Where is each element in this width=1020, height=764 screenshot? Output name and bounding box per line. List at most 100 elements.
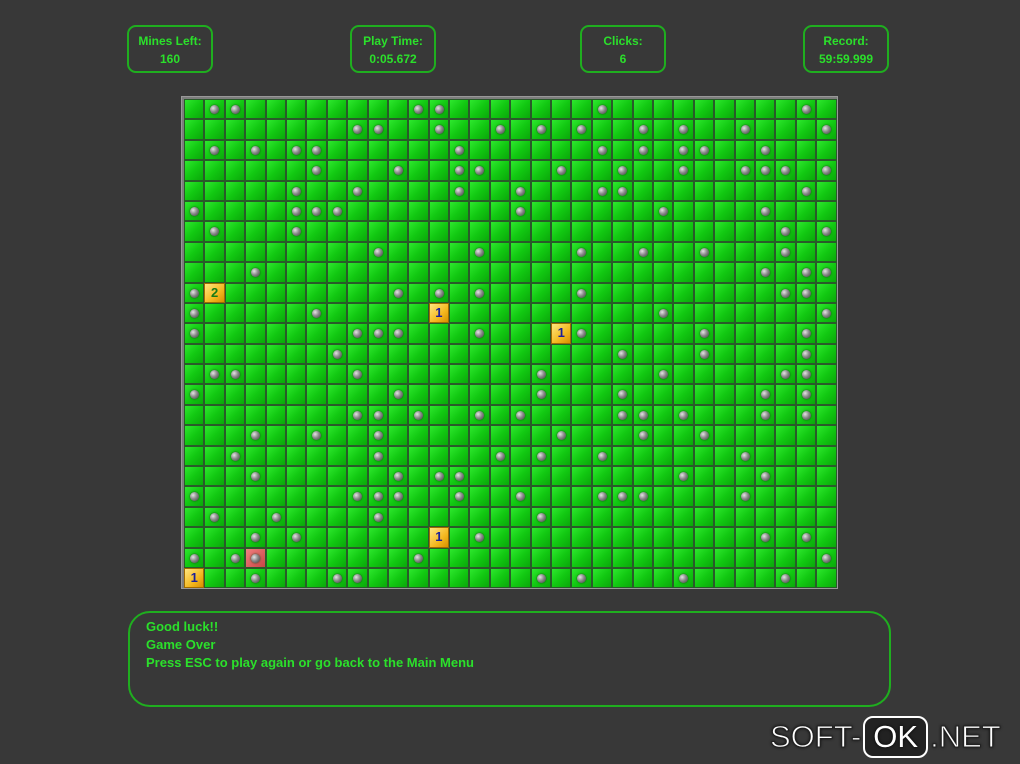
hidden-cell[interactable] [632, 221, 653, 242]
hidden-cell[interactable] [693, 404, 715, 426]
hidden-cell[interactable] [285, 323, 307, 344]
hidden-cell[interactable] [265, 343, 286, 365]
hidden-cell[interactable] [530, 262, 552, 283]
hidden-cell[interactable] [184, 343, 205, 365]
mine-cell[interactable] [775, 221, 796, 242]
hidden-cell[interactable] [204, 241, 225, 263]
hidden-cell[interactable] [469, 262, 490, 283]
hidden-cell[interactable] [204, 200, 225, 222]
hidden-cell[interactable] [591, 506, 613, 528]
mine-cell[interactable] [326, 343, 348, 365]
mine-cell[interactable] [224, 547, 246, 568]
hidden-cell[interactable] [449, 506, 470, 528]
hidden-cell[interactable] [367, 139, 388, 161]
mine-cell[interactable] [387, 466, 409, 487]
hidden-cell[interactable] [469, 119, 490, 140]
hidden-cell[interactable] [387, 241, 409, 263]
hidden-cell[interactable] [224, 200, 246, 222]
mine-cell[interactable] [408, 404, 429, 426]
hidden-cell[interactable] [673, 221, 694, 242]
mine-cell[interactable] [571, 567, 592, 589]
hidden-cell[interactable] [449, 99, 470, 120]
hidden-cell[interactable] [367, 282, 388, 303]
hidden-cell[interactable] [673, 241, 694, 263]
hidden-cell[interactable] [469, 567, 490, 589]
hidden-cell[interactable] [673, 262, 694, 283]
hidden-cell[interactable] [754, 302, 776, 324]
hidden-cell[interactable] [673, 425, 694, 446]
hidden-cell[interactable] [714, 466, 735, 487]
mine-cell[interactable] [245, 425, 266, 446]
mine-cell[interactable] [245, 139, 266, 161]
hidden-cell[interactable] [347, 506, 368, 528]
hidden-cell[interactable] [265, 364, 286, 385]
hidden-cell[interactable] [326, 323, 348, 344]
hidden-cell[interactable] [265, 282, 286, 303]
hidden-cell[interactable] [224, 180, 246, 201]
mine-cell[interactable] [347, 404, 368, 426]
mine-cell[interactable] [469, 404, 490, 426]
hidden-cell[interactable] [469, 99, 490, 120]
hidden-cell[interactable] [693, 527, 715, 548]
mine-cell[interactable] [245, 262, 266, 283]
hidden-cell[interactable] [428, 567, 450, 589]
hidden-cell[interactable] [204, 486, 225, 507]
hidden-cell[interactable] [612, 425, 633, 446]
hidden-cell[interactable] [551, 486, 572, 507]
mine-cell[interactable] [734, 486, 755, 507]
hidden-cell[interactable] [449, 404, 470, 426]
hidden-cell[interactable] [571, 262, 592, 283]
mine-cell[interactable] [571, 323, 592, 344]
hidden-cell[interactable] [449, 241, 470, 263]
hidden-cell[interactable] [734, 200, 755, 222]
hidden-cell[interactable] [714, 119, 735, 140]
hidden-cell[interactable] [551, 200, 572, 222]
hidden-cell[interactable] [754, 445, 776, 467]
hidden-cell[interactable] [652, 282, 674, 303]
hidden-cell[interactable] [693, 262, 715, 283]
mine-cell[interactable] [775, 282, 796, 303]
hidden-cell[interactable] [693, 486, 715, 507]
hidden-cell[interactable] [265, 302, 286, 324]
hidden-cell[interactable] [184, 506, 205, 528]
hidden-cell[interactable] [184, 160, 205, 181]
hidden-cell[interactable] [449, 282, 470, 303]
mine-cell[interactable] [673, 160, 694, 181]
hidden-cell[interactable] [714, 547, 735, 568]
hidden-cell[interactable] [428, 547, 450, 568]
hidden-cell[interactable] [184, 119, 205, 140]
mine-cell[interactable] [652, 200, 674, 222]
hidden-cell[interactable] [816, 527, 837, 548]
mine-cell[interactable] [204, 99, 225, 120]
hidden-cell[interactable] [387, 119, 409, 140]
mine-cell[interactable] [387, 160, 409, 181]
hidden-cell[interactable] [551, 241, 572, 263]
hidden-cell[interactable] [551, 384, 572, 405]
hidden-cell[interactable] [795, 486, 817, 507]
hidden-cell[interactable] [673, 384, 694, 405]
hidden-cell[interactable] [510, 343, 531, 365]
hidden-cell[interactable] [489, 343, 511, 365]
hidden-cell[interactable] [428, 404, 450, 426]
mine-cell[interactable] [734, 160, 755, 181]
hidden-cell[interactable] [285, 486, 307, 507]
hidden-cell[interactable] [408, 466, 429, 487]
mine-cell[interactable] [367, 425, 388, 446]
hidden-cell[interactable] [714, 445, 735, 467]
hidden-cell[interactable] [714, 160, 735, 181]
hidden-cell[interactable] [754, 323, 776, 344]
hidden-cell[interactable] [265, 384, 286, 405]
hidden-cell[interactable] [367, 160, 388, 181]
hidden-cell[interactable] [408, 180, 429, 201]
hidden-cell[interactable] [367, 567, 388, 589]
hidden-cell[interactable] [734, 384, 755, 405]
hidden-cell[interactable] [652, 466, 674, 487]
mine-cell[interactable] [530, 445, 552, 467]
hidden-cell[interactable] [204, 160, 225, 181]
hidden-cell[interactable] [224, 119, 246, 140]
hidden-cell[interactable] [469, 302, 490, 324]
hidden-cell[interactable] [367, 99, 388, 120]
hidden-cell[interactable] [347, 221, 368, 242]
mine-cell[interactable] [795, 384, 817, 405]
mine-cell[interactable] [428, 466, 450, 487]
